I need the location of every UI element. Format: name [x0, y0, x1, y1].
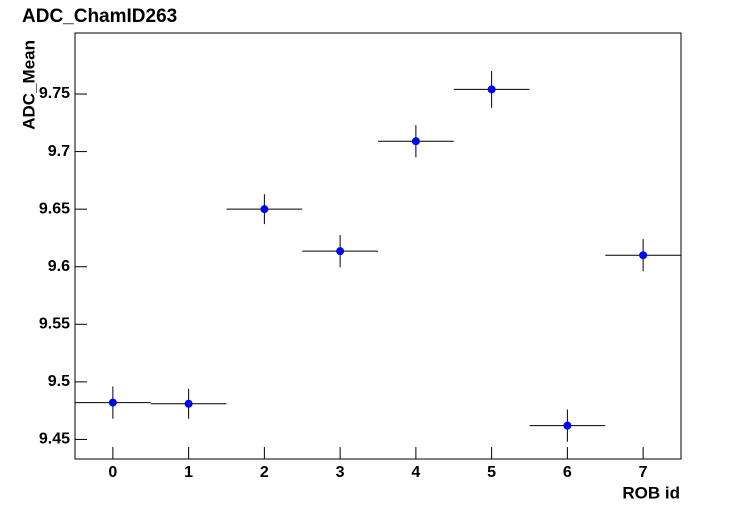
x-tick-label: 4 — [411, 464, 420, 481]
y-tick-label: 9.45 — [39, 431, 70, 448]
y-tick-label: 9.55 — [39, 316, 70, 333]
x-tick-label: 5 — [487, 464, 496, 481]
x-tick-label: 0 — [108, 464, 117, 481]
x-axis-label: ROB id — [622, 483, 680, 502]
y-tick-label: 9.65 — [39, 200, 70, 217]
y-tick-label: 9.75 — [39, 85, 70, 102]
data-point — [184, 399, 193, 408]
data-point — [260, 205, 269, 214]
x-tick-label: 6 — [563, 464, 572, 481]
x-tick-label: 7 — [639, 464, 648, 481]
data-point — [108, 398, 117, 407]
data-point — [336, 247, 345, 256]
y-tick-label: 9.7 — [48, 143, 70, 160]
data-point — [563, 421, 572, 430]
data-point — [487, 85, 496, 94]
y-tick-label: 9.6 — [48, 258, 70, 275]
plot-frame — [74, 32, 682, 460]
data-point — [639, 251, 648, 260]
x-tick-label: 1 — [184, 464, 193, 481]
x-tick-label: 3 — [336, 464, 345, 481]
y-tick-label: 9.5 — [48, 373, 70, 390]
data-point — [411, 137, 420, 146]
x-tick-label: 2 — [260, 464, 269, 481]
chart-title: ADC_ChamID263 — [22, 6, 177, 27]
y-axis-label: ADC_Mean — [19, 40, 38, 130]
